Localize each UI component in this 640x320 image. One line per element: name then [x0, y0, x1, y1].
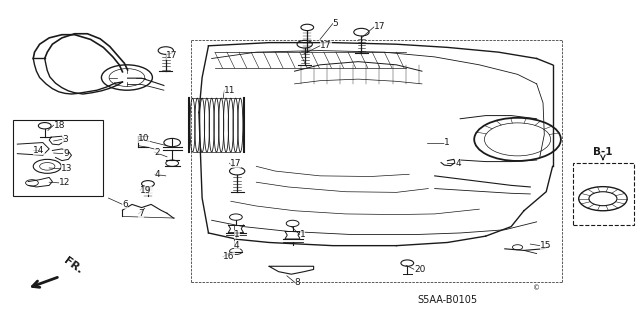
Text: 9: 9 [63, 149, 69, 158]
Text: 7: 7 [138, 209, 144, 219]
Text: 18: 18 [54, 121, 65, 130]
Text: FR.: FR. [62, 256, 84, 276]
Text: 6: 6 [122, 200, 128, 209]
Text: 13: 13 [61, 164, 72, 173]
Text: 1: 1 [300, 230, 305, 239]
Text: 17: 17 [230, 159, 241, 168]
Text: 19: 19 [140, 186, 152, 195]
Text: 15: 15 [540, 241, 551, 250]
Text: ©: © [533, 285, 540, 291]
Text: 20: 20 [414, 265, 426, 274]
Text: 17: 17 [374, 22, 386, 31]
Text: 2: 2 [154, 148, 160, 156]
Text: 3: 3 [62, 135, 68, 144]
Text: 11: 11 [225, 86, 236, 95]
Text: 16: 16 [223, 252, 235, 261]
Text: 17: 17 [166, 51, 177, 60]
Text: 4: 4 [234, 241, 239, 250]
Text: 12: 12 [59, 178, 70, 187]
Text: B-1: B-1 [593, 147, 612, 157]
Text: 1: 1 [444, 138, 450, 147]
Text: S5AA-B0105: S5AA-B0105 [417, 295, 477, 305]
Text: 1: 1 [234, 230, 240, 239]
Text: 10: 10 [138, 134, 150, 143]
Text: 4: 4 [455, 159, 461, 168]
Bar [573, 163, 634, 225]
Text: 17: 17 [320, 41, 332, 50]
Bar [13, 120, 103, 196]
Text: 4: 4 [154, 170, 160, 179]
Text: 5: 5 [333, 19, 339, 28]
Text: 8: 8 [294, 278, 300, 287]
Text: 14: 14 [33, 146, 45, 155]
